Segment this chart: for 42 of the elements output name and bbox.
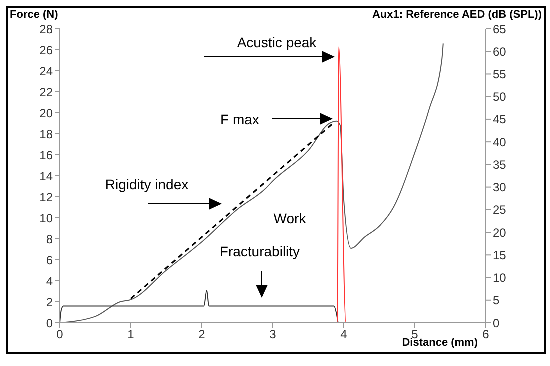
x-tick-label: 3 bbox=[270, 328, 277, 342]
y2-tick-label: 30 bbox=[493, 180, 507, 195]
y2-tick-label: 5 bbox=[493, 294, 500, 308]
y-tick-label: 6 bbox=[46, 253, 54, 268]
y2-tick-label: 55 bbox=[493, 67, 507, 82]
x-tick-label: 0 bbox=[56, 328, 64, 342]
y-tick-label: 14 bbox=[40, 169, 54, 184]
y-tick-label: 20 bbox=[40, 106, 54, 120]
y2-tick-label: 40 bbox=[493, 135, 507, 150]
x-tick-label: 2 bbox=[198, 328, 206, 342]
y2-tick-label: 10 bbox=[493, 271, 507, 286]
y2-tick-label: 0 bbox=[493, 316, 500, 330]
y-tick-label: 26 bbox=[40, 43, 54, 58]
annotation: Work bbox=[274, 210, 308, 227]
y-axis-title: Force (N) bbox=[10, 9, 58, 21]
y-tick-label: 12 bbox=[40, 190, 54, 204]
y2-tick-label: 20 bbox=[493, 226, 507, 240]
y2-tick-label: 35 bbox=[493, 158, 507, 172]
y-tick-label: 18 bbox=[40, 127, 54, 142]
y-tick-label: 4 bbox=[46, 274, 54, 288]
y2-tick-label: 25 bbox=[493, 203, 507, 218]
x-tick-label: 4 bbox=[340, 328, 348, 342]
y2-tick-label: 45 bbox=[493, 112, 507, 127]
annotation: Acustic peak bbox=[237, 34, 318, 51]
annotation: Rigidity index bbox=[105, 176, 189, 193]
y-tick-label: 24 bbox=[40, 64, 54, 78]
y-tick-label: 22 bbox=[40, 85, 54, 100]
y-tick-label: 2 bbox=[46, 295, 54, 310]
y2-tick-label: 15 bbox=[493, 248, 507, 262]
y2-tick-label: 50 bbox=[493, 90, 507, 104]
y-tick-label: 16 bbox=[40, 148, 54, 162]
x-tick-label: 1 bbox=[128, 328, 135, 342]
y-tick-label: 8 bbox=[46, 232, 54, 246]
y2-tick-label: 65 bbox=[493, 22, 507, 36]
y-tick-label: 10 bbox=[40, 211, 54, 226]
y2-tick-label: 60 bbox=[493, 44, 507, 59]
annotation: Fracturability bbox=[220, 244, 300, 260]
y-tick-label: 0 bbox=[46, 316, 54, 330]
y-tick-label: 28 bbox=[40, 22, 54, 36]
x-tick-label: 6 bbox=[482, 328, 490, 342]
y2-axis-title: Aux1: Reference AED (dB (SPL)) bbox=[372, 9, 542, 21]
annotation: F max bbox=[220, 112, 260, 128]
